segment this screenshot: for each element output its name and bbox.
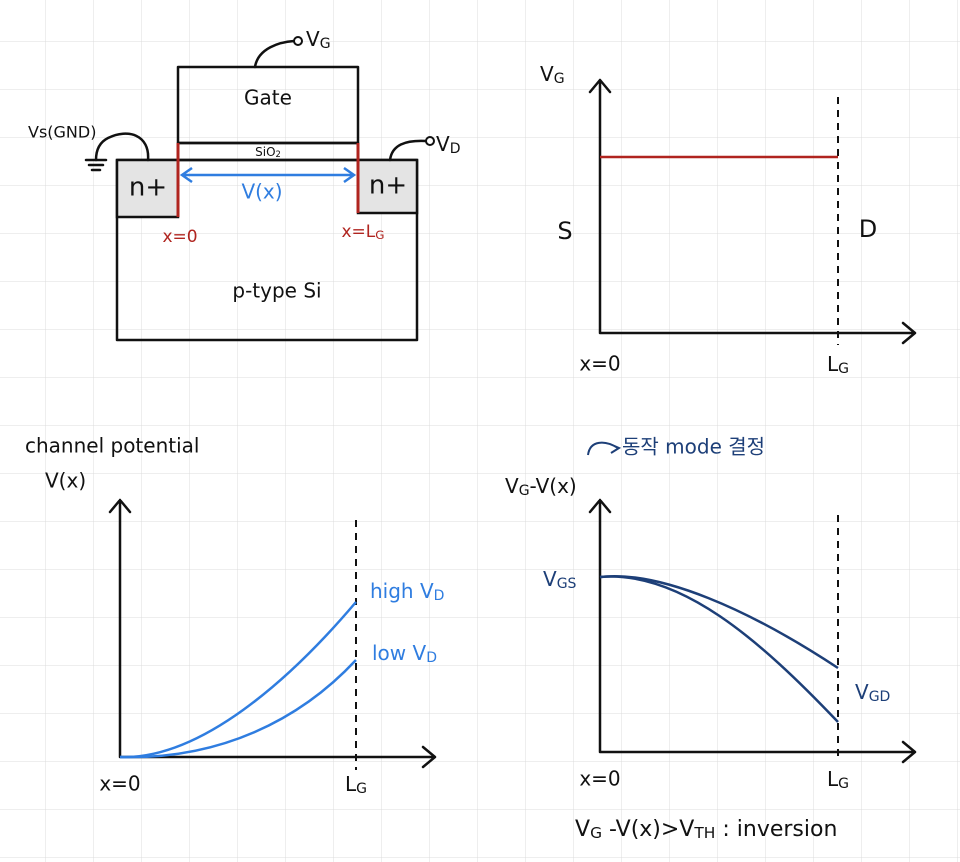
source-label: n+ [129,173,167,203]
text-part: L [345,772,357,796]
end-label: VGD [855,680,890,705]
drain-edge: x=LG [342,222,385,242]
y-label: V(x) [45,469,86,493]
text-part: L [827,352,839,376]
source-label: S [557,217,572,245]
text-part: V [543,567,557,591]
text-part: V [575,817,590,842]
y-label: VG [540,62,565,87]
text-part: G [838,776,849,792]
title: channel potential [25,434,199,458]
gate-terminal: VG [306,27,331,52]
drain-wire [388,139,428,162]
text-part: G [320,36,331,52]
high-label: high VD [370,579,444,604]
text-part: G [375,228,384,242]
text-part: TH [693,824,715,842]
low-label: low VD [372,641,437,666]
text-part: x=L [342,222,376,242]
channel-ends [176,143,360,217]
text-part: V [306,27,320,51]
axes [588,78,917,345]
x-end: LG [827,352,849,377]
text-part: D [426,650,437,666]
text-part: G [590,824,602,842]
condition: VG -V(x)>VTH : inversion [575,817,837,842]
source-wire [94,132,150,162]
text-part: G [838,361,849,377]
drain-label: D [859,215,877,243]
high-curve [599,575,839,723]
source-terminal: Vs(GND) [28,123,96,142]
text-part: L [827,767,839,791]
ground [84,158,108,172]
high-curve [119,601,357,759]
gate-plot: VG S D x=0 LG [540,62,917,377]
drain-label: n+ [369,171,407,201]
text-part: V [505,474,519,498]
low-curve [119,659,357,759]
text-part: -V(x)>V [602,817,694,842]
overdrive-plot: 동작 mode 결정 VG-V(x) VGS VGD x=0 LG VG -V(… [505,435,917,842]
channel-label: V(x) [241,180,282,204]
text-part: V [436,132,450,156]
annotation: 동작 mode 결정 [622,435,765,459]
text-part: 2 [276,149,281,159]
x-end: LG [345,772,367,797]
text-part: : inversion [715,817,837,842]
source-edge: x=0 [162,227,197,247]
gate-label: Gate [244,86,292,110]
drain-terminal: VD [436,132,460,157]
gate-wire [253,39,296,69]
text-part: G [554,71,565,87]
x-start: x=0 [579,352,620,376]
text-part: V [855,680,869,704]
y-label: VG-V(x) [505,474,577,499]
gate-node [293,36,303,46]
x-end: LG [827,767,849,792]
text-part: D [450,141,461,157]
text-part: G [356,781,367,797]
text-part: high V [370,579,434,603]
text-part: V [540,62,554,86]
start-label: VGS [543,567,577,592]
x-start: x=0 [99,772,140,796]
text-part: SiO [255,145,275,159]
drain-node [425,136,435,146]
oxide-label: SiO2 [255,145,281,159]
text-part: -V(x) [530,474,577,498]
text-part: G [519,483,530,499]
text-part: low V [372,641,427,665]
substrate-label: p-type Si [232,279,321,303]
text-part: GS [557,576,577,592]
device: VG Gate Vs(GND) SiO2 VD n+ n+ V(x) x=0 x… [28,27,460,342]
annotation-arrow [587,441,622,456]
text-part: GD [869,689,891,705]
drain-region [356,158,419,215]
axes [588,498,917,764]
x-start: x=0 [579,767,620,791]
channel-arrow [179,166,357,184]
potential-plot: channel potential V(x) high VD low VD x=… [25,434,444,797]
text-part: D [434,588,445,604]
